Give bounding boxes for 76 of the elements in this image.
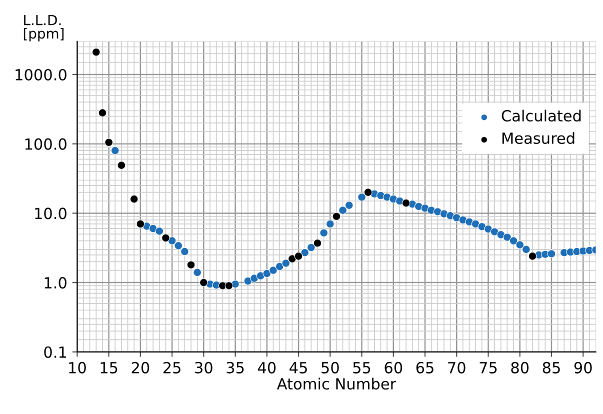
point [256,272,265,280]
point [320,228,328,238]
point [452,214,461,222]
x-tick-label: 70 [448,362,466,374]
point [313,238,322,248]
point [300,248,310,257]
point [332,212,341,221]
point [471,220,480,228]
point [294,252,303,260]
x-tick-label: 10 [69,362,86,374]
point [484,224,492,234]
x-tick-label: 35 [226,362,244,374]
point [193,268,202,277]
point [199,278,208,287]
point [174,241,183,250]
point [250,274,258,283]
point [522,245,530,254]
x-tick-label: 85 [542,362,560,374]
x-tick-label: 40 [258,362,276,374]
x-tick-label: 25 [163,362,180,374]
point [98,108,107,118]
y-tick-label: 100.0 [25,138,66,150]
point [503,233,512,242]
point [338,206,348,215]
x-tick-label: 60 [384,362,402,374]
point [496,230,506,239]
x-tick-label: 75 [480,362,497,374]
y-tick-label: 1.0 [44,277,66,289]
point [402,198,410,208]
y-tick-label: 1000.0 [16,68,66,81]
point [490,228,499,236]
point [104,138,114,147]
point [344,201,354,210]
y-axis-title: L.L.D. [ppm] [24,14,64,42]
x-tick-label: 20 [132,362,150,374]
x-tick-label: 80 [511,362,529,374]
y-tick-label: 0.1 [44,346,66,358]
point [306,243,316,252]
point [358,193,366,202]
point [465,218,474,226]
x-tick-label: 50 [322,362,339,374]
x-tick-label: 15 [100,362,118,374]
point [224,282,234,290]
point [478,222,486,231]
point [433,208,442,216]
legend-label: Calculated [502,110,581,122]
legend-label: Measured [502,132,574,144]
point [547,250,556,258]
point [162,234,170,242]
point [130,194,138,204]
point [92,48,100,56]
x-tick-label: 90 [574,362,592,374]
point [288,254,296,264]
y-tick-label: 10.0 [35,208,66,220]
x-tick-label: 55 [353,362,370,374]
point [275,262,284,271]
point [117,161,126,170]
point [180,247,189,256]
point [186,260,196,270]
point [148,224,158,233]
point [509,236,518,245]
point [136,220,145,228]
point [155,226,164,236]
point [110,146,120,155]
point [528,252,537,260]
point [282,259,290,268]
point [364,188,372,197]
point [262,269,272,278]
point [516,240,524,250]
x-tick-label: 45 [290,362,307,374]
x-tick-label: 30 [195,362,212,374]
point [168,236,176,245]
point [269,266,278,275]
x-axis-title: Atomic Number [276,378,396,390]
point [326,220,334,228]
x-tick-label: 65 [416,362,434,374]
